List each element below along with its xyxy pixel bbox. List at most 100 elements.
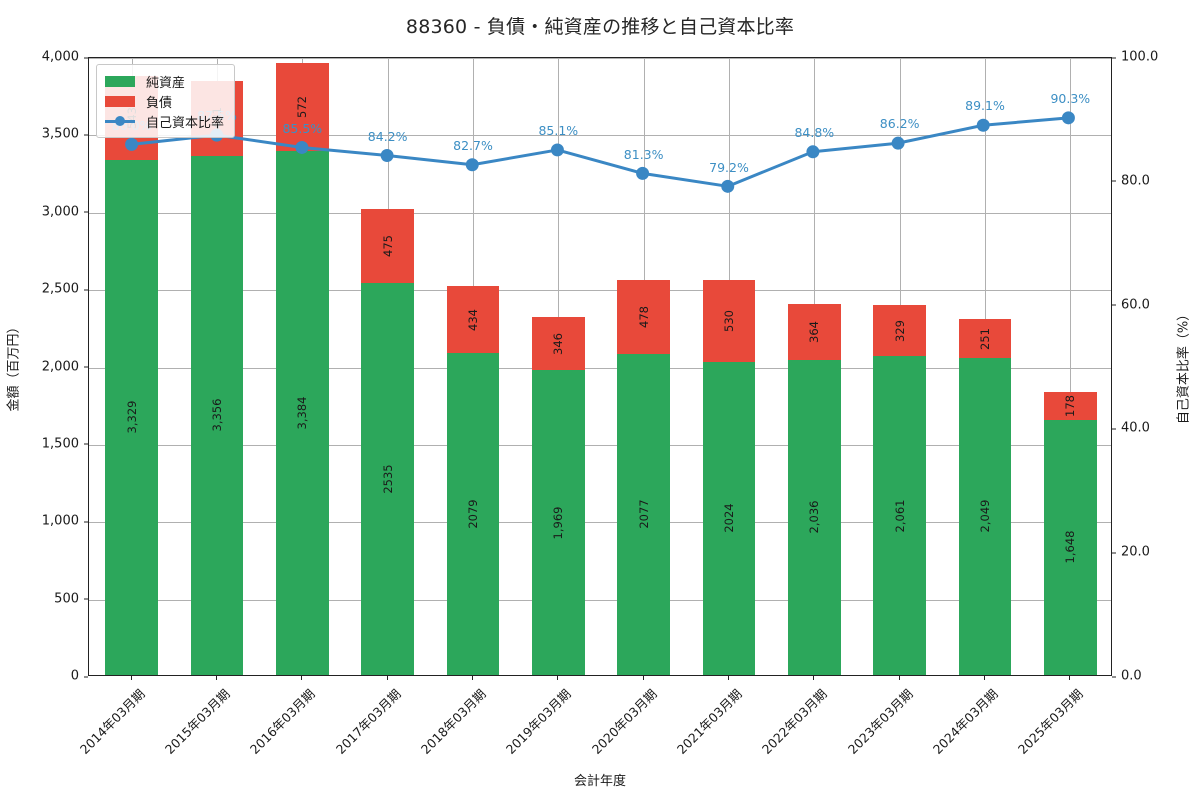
gridline-vertical: [1070, 58, 1071, 675]
tick-mark: [728, 676, 729, 680]
bar-group[interactable]: 1,969 346: [531, 56, 585, 675]
bar-segment-equity[interactable]: 2024: [702, 361, 756, 675]
bar-segment-liability[interactable]: 178: [1043, 392, 1097, 420]
ratio-marker[interactable]: [636, 166, 650, 180]
ratio-marker[interactable]: [295, 140, 309, 154]
tick-mark: [84, 289, 88, 291]
y-axis-left-tick-label: 3,000: [42, 204, 88, 219]
gridline-horizontal: [89, 135, 1111, 137]
ratio-value-label: 84.2%: [367, 128, 408, 144]
bar-segment-liability[interactable]: 346: [531, 316, 585, 371]
bar-segment-liability[interactable]: 364: [787, 303, 841, 360]
x-axis-tick-label: 2016年03月期: [247, 686, 319, 757]
bar-group[interactable]: 2024 530: [702, 56, 756, 675]
ratio-marker[interactable]: [465, 158, 479, 172]
x-axis-tick-label: 2021年03月期: [673, 686, 745, 757]
bar-segment-liability[interactable]: 530: [702, 279, 756, 362]
bar-segment-equity[interactable]: 2,049: [958, 357, 1012, 675]
bar-group[interactable]: 2535 475: [361, 56, 415, 675]
bar-segment-equity[interactable]: 1,648: [1043, 419, 1097, 675]
ratio-marker[interactable]: [380, 149, 394, 162]
x-axis-tick-label: 2017年03月期: [332, 686, 404, 757]
tick-mark: [472, 676, 473, 680]
tick-mark: [1112, 180, 1116, 182]
ratio-marker[interactable]: [1061, 111, 1075, 125]
legend-item[interactable]: 純資産: [105, 71, 224, 91]
ratio-marker[interactable]: [721, 179, 735, 193]
y-axis-right-tick-label: 20.0: [1112, 545, 1150, 560]
legend-item[interactable]: 自己資本比率: [105, 111, 224, 131]
y-axis-left-tick-label: 500: [54, 591, 88, 606]
bar-segment-equity[interactable]: 2079: [446, 353, 500, 675]
y-axis-left-tick-label: 1,500: [42, 436, 88, 451]
gridline-horizontal: [89, 444, 1111, 446]
bar-segment-liability[interactable]: 475: [361, 209, 415, 283]
tick-mark: [1112, 428, 1116, 430]
x-axis-tick-label: 2025年03月期: [1015, 686, 1087, 757]
y-axis-left-tick-label: 2,000: [42, 359, 88, 374]
x-axis-title: 会計年度: [573, 774, 627, 789]
bar-segment-liability[interactable]: 572: [275, 62, 329, 152]
legend-label: 純資産: [146, 75, 186, 91]
ratio-marker[interactable]: [550, 143, 564, 157]
tick-mark: [984, 676, 985, 680]
ratio-value-label: 90.3%: [1050, 91, 1091, 107]
ratio-value-label: 85.5%: [282, 120, 323, 136]
tick-mark: [84, 598, 88, 600]
legend-line-marker: [105, 115, 135, 127]
ratio-marker[interactable]: [976, 118, 990, 132]
tick-mark: [1112, 304, 1116, 306]
gridline-horizontal: [89, 212, 1111, 214]
bar-segment-equity[interactable]: 1,969: [531, 370, 585, 675]
bar-group[interactable]: 1,648 178: [1043, 56, 1097, 675]
tick-mark: [386, 676, 388, 680]
y-axis-right-tick-label: 0.0: [1112, 669, 1142, 684]
ratio-value-label: 79.2%: [709, 159, 749, 175]
tick-mark: [84, 676, 88, 677]
chart-legend: 純資産 負債自己資本比率: [96, 64, 236, 138]
x-axis-tick-label: 2022年03月期: [759, 686, 831, 757]
bar-segment-equity[interactable]: 2,061: [873, 356, 927, 675]
ratio-value-label: 82.7%: [453, 138, 493, 154]
bar-segment-equity[interactable]: 2,036: [787, 359, 841, 675]
bar-segment-liability[interactable]: 434: [446, 286, 500, 354]
y-axis-left-tick-label: 0: [71, 669, 88, 684]
legend-swatch: [105, 95, 135, 107]
ratio-marker[interactable]: [125, 137, 139, 151]
y-axis-right-title: 自己資本比率（%）: [1176, 307, 1192, 425]
bar-segment-equity[interactable]: 2077: [617, 353, 671, 675]
ratio-marker[interactable]: [891, 136, 905, 150]
bar-segment-equity[interactable]: 3,329: [105, 159, 159, 675]
bar-segment-liability[interactable]: 329: [873, 305, 927, 357]
bar-group[interactable]: 2,061 329: [873, 56, 927, 675]
ratio-value-label: 85.1%: [538, 123, 579, 139]
bar-segment-liability[interactable]: 478: [617, 279, 671, 354]
bar-group[interactable]: 2,049 251: [958, 56, 1012, 675]
tick-mark: [898, 676, 900, 680]
ratio-marker[interactable]: [806, 145, 820, 159]
tick-mark: [84, 211, 88, 213]
bar-segment-liability[interactable]: 251: [958, 319, 1012, 358]
bar-segment-equity[interactable]: 3,384: [275, 151, 329, 675]
bar-group[interactable]: 2077 478: [617, 56, 671, 675]
tick-mark: [557, 676, 559, 680]
ratio-line-layer: [125, 111, 1075, 193]
x-axis-tick-label: 2014年03月期: [76, 686, 148, 757]
bar-group[interactable]: 3,384 572: [275, 56, 329, 675]
bar-segment-equity[interactable]: 2535: [361, 282, 415, 675]
x-axis-tick-label: 2024年03月期: [929, 686, 1001, 757]
legend-label: 自己資本比率: [146, 115, 225, 131]
bar-segment-equity[interactable]: 3,356: [190, 155, 244, 675]
bar-group[interactable]: 2079 434: [446, 56, 500, 675]
y-axis-left-tick-label: 4,000: [42, 50, 88, 65]
gridline-horizontal: [89, 367, 1111, 369]
bar-group[interactable]: 2,036 364: [787, 56, 841, 675]
tick-mark: [84, 521, 88, 523]
y-axis-left-tick-label: 1,000: [42, 514, 88, 529]
ratio-value-label: 81.3%: [623, 146, 664, 162]
x-axis-tick-label: 2023年03月期: [844, 686, 916, 757]
legend-item[interactable]: 負債: [105, 91, 224, 111]
gridline-horizontal: [89, 599, 1111, 601]
legend-swatch: [105, 75, 135, 87]
page-title: 88360 - 負債・純資産の推移と自己資本比率: [405, 16, 795, 38]
